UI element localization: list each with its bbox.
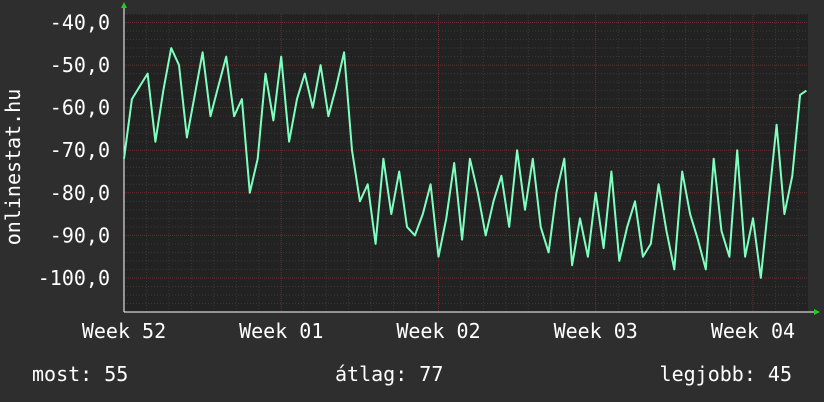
y-tick-label: -80,0 — [50, 181, 110, 205]
y-tick-label: -50,0 — [50, 53, 110, 77]
y-axis-arrow — [121, 2, 127, 8]
footer-average-value: átlag: 77 — [335, 362, 444, 386]
y-tick-label: -90,0 — [50, 223, 110, 247]
series-group — [123, 47, 807, 279]
y-tick-label: -100,0 — [38, 266, 110, 290]
series-line — [123, 47, 807, 279]
y-tick-labels: -40,0 -50,0 -60,0 -70,0 -80,0 -90,0 -100,0 — [38, 11, 110, 290]
y-axis-label: onlinestat.hu — [1, 89, 25, 246]
y-tick-label: -70,0 — [50, 138, 110, 162]
grid-minor — [124, 13, 808, 313]
footer-current-value: most: 55 — [32, 362, 129, 386]
footer-best-value: legjobb: 45 — [659, 362, 792, 386]
axes — [121, 2, 820, 315]
plot-area — [124, 14, 808, 312]
x-tick-label: Week 02 — [396, 319, 480, 343]
y-tick-label: -60,0 — [50, 96, 110, 120]
x-tick-label: Week 04 — [711, 319, 795, 343]
x-tick-label: Week 03 — [554, 319, 638, 343]
y-tick-label: -40,0 — [50, 11, 110, 35]
x-tick-labels: Week 52 Week 01 Week 02 Week 03 Week 04 — [82, 319, 795, 343]
x-axis-arrow — [814, 309, 820, 315]
x-tick-label: Week 01 — [239, 319, 323, 343]
x-tick-label: Week 52 — [82, 319, 166, 343]
